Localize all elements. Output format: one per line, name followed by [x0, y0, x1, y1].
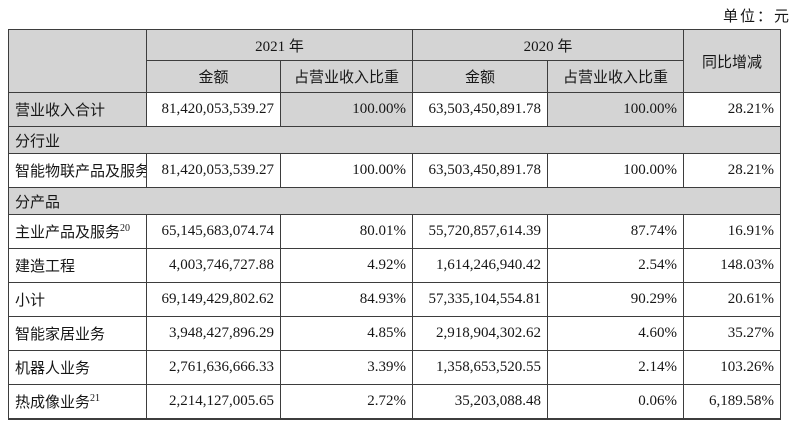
share-2020-cell: 100.00% [547, 92, 685, 127]
header-yoy: 同比增减 [683, 29, 782, 93]
header-row-years: 2021 年 2020 年 同比增减 [8, 29, 782, 93]
share-2020-cell: 90.29% [547, 282, 685, 317]
share-2020-cell: 87.74% [547, 214, 685, 249]
section-row-product: 分产品 [7, 187, 782, 215]
yoy-cell: 6,189.58% [683, 384, 782, 420]
amount-2021-cell: 69,149,429,802.62 [146, 282, 281, 317]
share-2021-cell: 2.72% [279, 384, 414, 420]
footnote-ref: 20 [120, 223, 131, 234]
share-2021-cell: 100.00% [279, 153, 414, 188]
table-row-total: 营业收入合计 81,420,053,539.27 100.00% 63,503,… [8, 92, 782, 127]
row-label-cell: 主业产品及服务20 [8, 214, 147, 249]
row-label-cell: 热成像业务21 [8, 384, 147, 420]
yoy-cell: 28.21% [683, 92, 782, 127]
share-2021-cell: 100.00% [279, 92, 414, 127]
header-empty-cell [8, 29, 147, 93]
yoy-cell: 28.21% [683, 153, 782, 188]
yoy-cell: 20.61% [683, 282, 782, 317]
amount-2021-cell: 2,214,127,005.65 [146, 384, 281, 420]
header-year-2021: 2021 年 [145, 29, 414, 61]
share-2021-cell: 84.93% [279, 282, 414, 317]
header-share-2020: 占营业收入比重 [547, 60, 685, 93]
row-label-cell: 建造工程 [8, 248, 147, 283]
header-share-2021: 占营业收入比重 [279, 60, 414, 93]
share-2020-cell: 0.06% [547, 384, 685, 420]
table-row: 主业产品及服务20 65,145,683,074.74 80.01% 55,72… [8, 214, 782, 249]
amount-2021-cell: 4,003,746,727.88 [146, 248, 281, 283]
row-label-cell: 机器人业务 [8, 350, 147, 385]
amount-2021-cell: 81,420,053,539.27 [146, 153, 281, 188]
unit-label: 单位：元 [722, 9, 791, 25]
row-label-cell: 营业收入合计 [8, 92, 147, 127]
amount-2020-cell: 2,918,904,302.62 [412, 316, 549, 351]
amount-2020-cell: 63,503,450,891.78 [412, 153, 549, 188]
row-label-cell: 小计 [8, 282, 147, 317]
amount-2021-cell: 65,145,683,074.74 [146, 214, 281, 249]
amount-2021-cell: 81,420,053,539.27 [146, 92, 281, 127]
amount-2021-cell: 2,761,636,666.33 [146, 350, 281, 385]
share-2020-cell: 4.60% [547, 316, 685, 351]
header-amount-2020: 金额 [412, 60, 549, 93]
amount-2020-cell: 55,720,857,614.39 [412, 214, 549, 249]
table-row: 建造工程 4,003,746,727.88 4.92% 1,614,246,94… [8, 248, 782, 283]
yoy-cell: 103.26% [683, 350, 782, 385]
yoy-cell: 16.91% [683, 214, 782, 249]
share-2021-cell: 4.85% [279, 316, 414, 351]
row-label-cell: 智能家居业务 [8, 316, 147, 351]
amount-2020-cell: 63,503,450,891.78 [412, 92, 549, 127]
amount-2020-cell: 57,335,104,554.81 [412, 282, 549, 317]
header-year-2020: 2020 年 [412, 29, 685, 61]
table-row-subtotal: 小计 69,149,429,802.62 84.93% 57,335,104,5… [8, 282, 782, 317]
row-label-text: 主业产品及服务 [15, 225, 121, 241]
revenue-table: 2021 年 2020 年 同比增减 金额 占营业收入比重 金额 占营业收入比重… [7, 29, 782, 420]
amount-2020-cell: 1,614,246,940.42 [412, 248, 549, 283]
table-row: 智能家居业务 3,948,427,896.29 4.85% 2,918,904,… [8, 316, 782, 351]
amount-2021-cell: 3,948,427,896.29 [146, 316, 281, 351]
table-row: 机器人业务 2,761,636,666.33 3.39% 1,358,653,5… [8, 350, 782, 385]
header-row-sub: 金额 占营业收入比重 金额 占营业收入比重 [9, 60, 781, 93]
amount-2020-cell: 1,358,653,520.55 [412, 350, 549, 385]
share-2021-cell: 3.39% [279, 350, 414, 385]
section-row-industry: 分行业 [7, 126, 782, 154]
share-2021-cell: 80.01% [279, 214, 414, 249]
row-label-cell: 智能物联产品及服务 [8, 153, 147, 188]
yoy-cell: 35.27% [683, 316, 782, 351]
section-label-cell: 分行业 [7, 126, 782, 154]
share-2021-cell: 4.92% [279, 248, 414, 283]
share-2020-cell: 2.54% [547, 248, 685, 283]
table-row: 智能物联产品及服务 81,420,053,539.27 100.00% 63,5… [8, 153, 782, 188]
amount-2020-cell: 35,203,088.48 [412, 384, 549, 420]
footnote-ref: 21 [90, 393, 101, 404]
section-label-cell: 分产品 [7, 187, 782, 215]
table-row: 热成像业务21 2,214,127,005.65 2.72% 35,203,08… [8, 384, 782, 420]
share-2020-cell: 2.14% [547, 350, 685, 385]
header-amount-2021: 金额 [146, 60, 281, 93]
share-2020-cell: 100.00% [547, 153, 685, 188]
row-label-text: 热成像业务 [15, 395, 91, 411]
yoy-cell: 148.03% [683, 248, 782, 283]
